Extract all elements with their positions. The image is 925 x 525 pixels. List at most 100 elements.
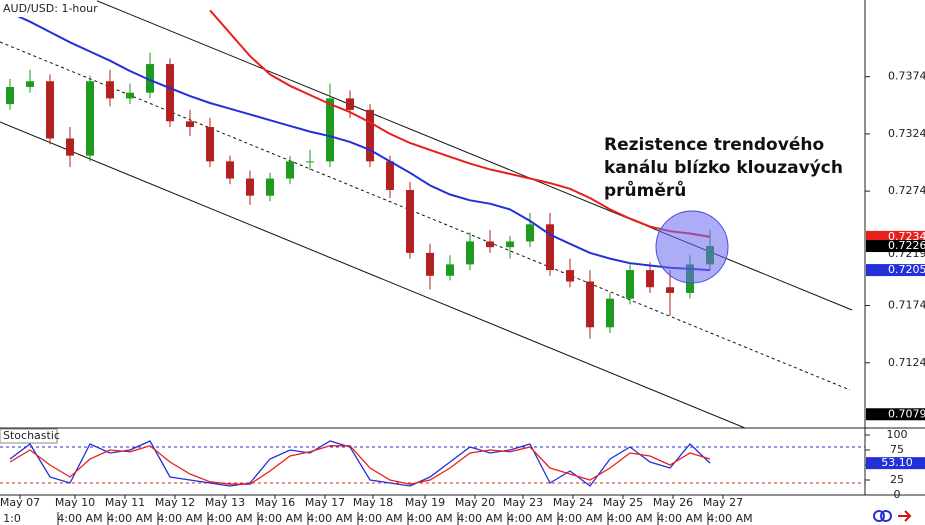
- price-label-bg: [866, 240, 925, 253]
- candle-body: [526, 224, 534, 242]
- y-tick-label: 0.7274: [888, 184, 925, 197]
- title-bg: [0, 0, 97, 17]
- stoch-line: [9, 440, 711, 487]
- candle-body: [326, 98, 334, 162]
- x-tick-label: May 24: [553, 496, 593, 509]
- x-time-label: 4:00 AM: [557, 512, 602, 525]
- price-label-bg: [866, 248, 925, 261]
- y-tick-label: 0.7174: [888, 299, 925, 312]
- x-time-label: 4:00 AM: [607, 512, 652, 525]
- candle-body: [286, 161, 294, 179]
- x-tick-label: May 27: [703, 496, 743, 509]
- y-tick-label: 75: [890, 443, 904, 456]
- stoch-value-bg: [866, 457, 925, 470]
- y-tick-label: 25: [890, 473, 904, 486]
- x-tick-label: May 13: [205, 496, 245, 509]
- candle-body: [86, 81, 94, 156]
- x-time-label: 4:00 AM: [507, 512, 552, 525]
- candle-body: [366, 109, 374, 162]
- moving-average: [9, 11, 711, 272]
- y-tick-label: 0: [894, 488, 901, 501]
- channel-lower: [0, 121, 746, 428]
- x-tick-label: May 23: [503, 496, 543, 509]
- price-label: 0.7226: [888, 239, 925, 252]
- stoch-title-bg: [0, 428, 58, 444]
- candle-body: [146, 64, 154, 93]
- candle-body: [226, 161, 234, 179]
- candle-body: [346, 98, 354, 110]
- price-label-bg: [866, 264, 925, 277]
- candle-body: [466, 241, 474, 265]
- highlight-circle: [655, 210, 729, 284]
- candle-body: [6, 86, 14, 105]
- candle-body: [406, 189, 414, 253]
- candle-body: [566, 270, 574, 282]
- candle-body: [66, 138, 74, 156]
- candle-body: [266, 178, 274, 196]
- annotation: Rezistence trendového: [604, 135, 824, 155]
- x-time-label: 1:0: [3, 512, 21, 525]
- candle-body: [646, 270, 654, 288]
- x-time-label: 4:00 AM: [457, 512, 502, 525]
- x-tick-label: May 17: [305, 496, 345, 509]
- candle-body: [446, 264, 454, 276]
- x-time-label: 4:00 AM: [307, 512, 352, 525]
- stoch-line: [9, 445, 711, 485]
- candle-body: [306, 161, 314, 163]
- x-tick-label: May 19: [405, 496, 445, 509]
- x-tick-label: May 11: [105, 496, 145, 509]
- chart-title: AUD/USD: 1-hour: [3, 2, 98, 15]
- moving-average: [209, 9, 711, 238]
- candle-body: [546, 224, 554, 271]
- x-tick-label: May 12: [155, 496, 195, 509]
- candle-body: [386, 161, 394, 190]
- x-tick-label: May 18: [353, 496, 393, 509]
- x-tick-label: May 16: [255, 496, 295, 509]
- candle-body: [426, 252, 434, 276]
- x-time-label: 4:00 AM: [157, 512, 202, 525]
- x-time-label: 4:00 AM: [707, 512, 752, 525]
- link-icon[interactable]: [880, 510, 892, 522]
- x-time-label: 4:00 AM: [357, 512, 402, 525]
- candle-body: [586, 281, 594, 328]
- toolbar-icons[interactable]: [873, 510, 912, 522]
- stoch-value-label: 53.10: [881, 456, 913, 469]
- candle-body: [626, 270, 634, 299]
- candle-body: [246, 178, 254, 196]
- price-panel: [6, 9, 714, 339]
- y-tick-label: 0.7324: [888, 127, 925, 140]
- price-label: 0.7079: [888, 407, 925, 420]
- annotation: průměrů: [604, 179, 686, 201]
- y-tick-label: 100: [887, 428, 908, 441]
- x-tick-label: May 20: [455, 496, 495, 509]
- x-time-label: 4:00 AM: [257, 512, 302, 525]
- candle-body: [186, 121, 194, 128]
- candle-body: [26, 81, 34, 87]
- price-label: 0.7234: [888, 230, 925, 243]
- x-time-label: 4:00 AM: [657, 512, 702, 525]
- y-tick-label: 0.7124: [888, 356, 925, 369]
- candle-body: [206, 127, 214, 162]
- x-tick-label: May 10: [55, 496, 95, 509]
- stoch-title: Stochastic: [3, 429, 60, 442]
- x-time-label: 4:00 AM: [107, 512, 152, 525]
- candle-body: [486, 241, 494, 248]
- y-tick-label: 0.7374: [888, 70, 925, 83]
- annotation: kanálu blízko klouzavých: [604, 158, 843, 178]
- price-label-bg: [866, 230, 925, 243]
- x-time-label: 4:00 AM: [207, 512, 252, 525]
- candle-body: [666, 287, 674, 293]
- x-tick-label: May 26: [653, 496, 693, 509]
- price-label: 0.7205: [888, 263, 925, 276]
- candle-body: [46, 81, 54, 139]
- arrow-icon[interactable]: [898, 510, 912, 522]
- x-time-label: 4:00 AM: [57, 512, 102, 525]
- link-icon[interactable]: [873, 510, 885, 522]
- candle-body: [506, 241, 514, 248]
- x-tick-label: May 07: [0, 496, 40, 509]
- price-label-bg: [866, 408, 925, 421]
- candle-body: [606, 298, 614, 328]
- candle-body: [166, 64, 174, 122]
